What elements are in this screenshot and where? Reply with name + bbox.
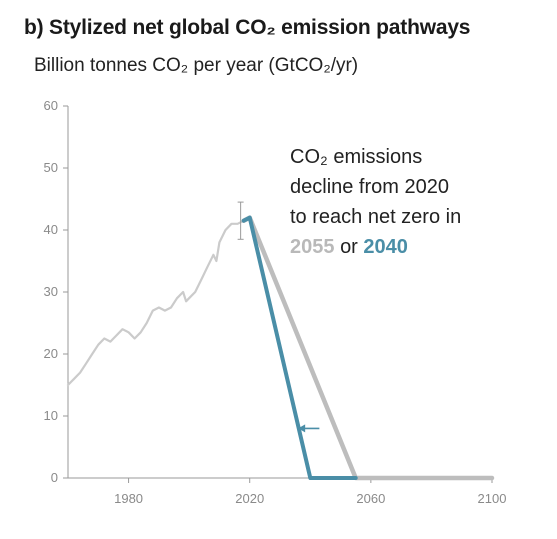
- series-line-historical: [66, 219, 245, 387]
- arrow-head-icon: [298, 424, 306, 433]
- x-tick-label-2020: 2020: [235, 491, 264, 506]
- y-tick-label-0: 0: [51, 470, 58, 485]
- annotation-line-1: CO₂ emissions: [290, 146, 423, 168]
- annotation: CO₂ emissions decline from 2020 to reach…: [290, 142, 461, 262]
- y-tick-label-40: 40: [44, 222, 58, 237]
- chart-subtitle: Billion tonnes CO₂ per year (GtCO₂/yr): [34, 55, 359, 76]
- y-tick-label-10: 10: [44, 408, 58, 423]
- y-tick-label-20: 20: [44, 346, 58, 361]
- annotation-line-4: 2055 or 2040: [290, 232, 461, 262]
- y-tick-label-50: 50: [44, 160, 58, 175]
- annotation-line-3: to reach net zero in: [290, 206, 462, 228]
- annotation-year-2055: 2055: [290, 236, 335, 258]
- chart-title: b) Stylized net global CO₂ emission path…: [24, 16, 471, 39]
- y-tick-label-30: 30: [44, 284, 58, 299]
- annotation-line-2: decline from 2020: [290, 176, 449, 198]
- annotation-connector: or: [340, 236, 358, 258]
- annotation-year-2040: 2040: [363, 236, 408, 258]
- x-tick-label-2060: 2060: [356, 491, 385, 506]
- x-tick-label-2100: 2100: [478, 491, 507, 506]
- series-line-pathway_2040: [241, 215, 358, 480]
- y-tick-label-60: 60: [44, 98, 58, 113]
- x-tick-label-1980: 1980: [114, 491, 143, 506]
